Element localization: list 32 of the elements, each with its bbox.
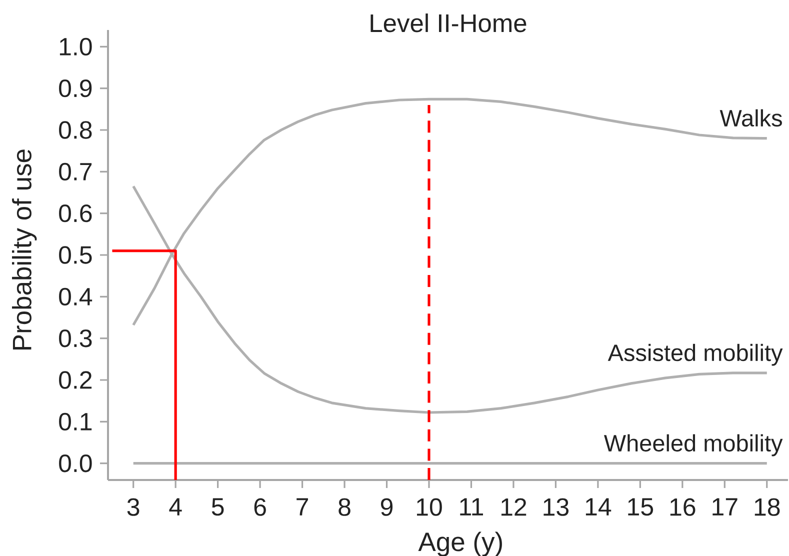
y-axis-title: Probability of use bbox=[12, 150, 37, 350]
x-tick-label: 14 bbox=[586, 498, 612, 516]
y-tick-label: 0.2 bbox=[59, 371, 92, 389]
x-tick-label: 3 bbox=[127, 498, 140, 516]
x-tick-label: 16 bbox=[670, 498, 696, 516]
y-tick-label: 1.0 bbox=[60, 38, 92, 56]
x-tick-label: 10 bbox=[417, 498, 442, 516]
x-tick-label: 11 bbox=[460, 498, 483, 516]
y-tick-label: 0.8 bbox=[59, 121, 92, 139]
chart-title: Level II-Home bbox=[370, 14, 526, 32]
x-tick-label: 7 bbox=[296, 498, 308, 516]
x-tick-label: 17 bbox=[712, 498, 738, 516]
y-tick-label: 0.5 bbox=[59, 246, 92, 264]
series-label: Wheeled mobility bbox=[604, 434, 783, 456]
y-tick-label: 0.6 bbox=[59, 204, 92, 222]
y-tick-label: 0.7 bbox=[59, 162, 92, 181]
x-tick-label: 8 bbox=[338, 498, 350, 516]
x-tick-label: 18 bbox=[754, 498, 780, 516]
y-tick-label: 0.0 bbox=[59, 454, 92, 472]
x-tick-label: 12 bbox=[501, 498, 526, 516]
x-tick-label: 9 bbox=[380, 498, 393, 516]
y-tick-label: 0.4 bbox=[59, 288, 92, 306]
x-tick-label: 5 bbox=[212, 498, 224, 516]
series-label: Walks bbox=[720, 109, 782, 127]
series-label: Assisted mobility bbox=[608, 344, 783, 366]
y-tick-label: 0.1 bbox=[59, 412, 92, 431]
y-tick-label: 0.9 bbox=[59, 79, 92, 98]
x-tick-label: 4 bbox=[169, 498, 182, 516]
x-tick-label: 15 bbox=[628, 498, 654, 516]
y-tick-label: 0.3 bbox=[59, 329, 92, 348]
x-tick-label: 6 bbox=[254, 498, 266, 516]
x-tick-label: 13 bbox=[544, 498, 569, 516]
